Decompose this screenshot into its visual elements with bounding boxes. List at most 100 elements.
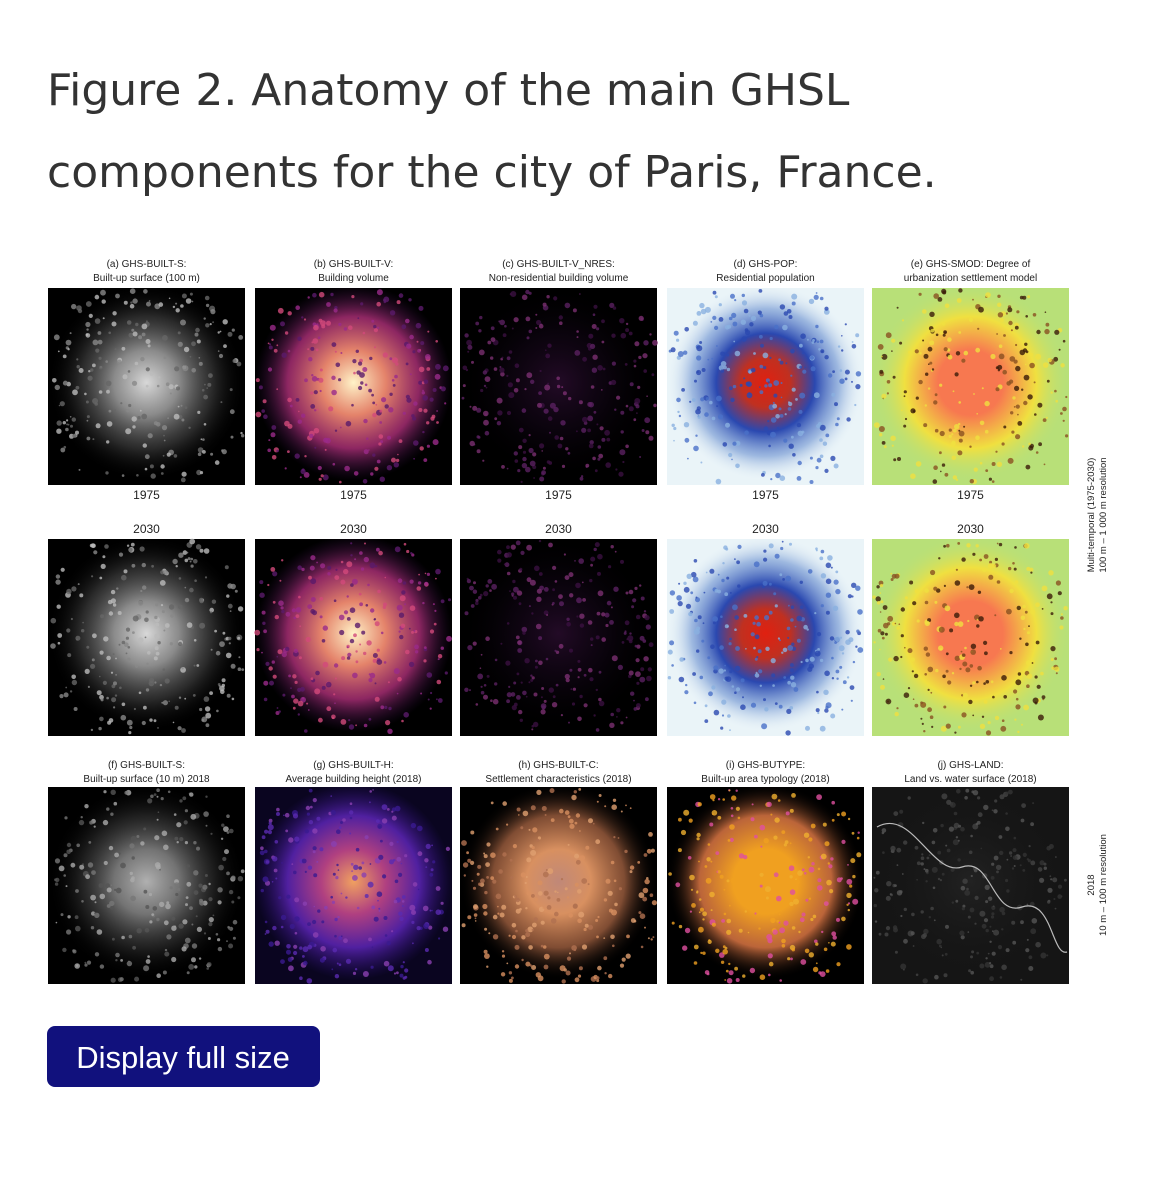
button-background[interactable] <box>47 1026 320 1087</box>
map-speckle <box>237 667 242 671</box>
map-speckle <box>776 426 779 429</box>
map-speckle <box>972 714 975 717</box>
map-speckle <box>69 332 72 335</box>
map-speckle <box>1030 609 1036 615</box>
map-speckle <box>702 918 705 921</box>
map-speckle <box>991 563 997 569</box>
map-speckle <box>776 895 782 902</box>
map-speckle <box>930 328 935 333</box>
map-speckle <box>622 460 625 464</box>
map-speckle <box>642 896 648 902</box>
map-speckle <box>163 844 169 851</box>
map-speckle <box>990 876 995 880</box>
map-speckle <box>1017 413 1019 416</box>
map-speckle <box>717 573 720 576</box>
map-speckle <box>158 302 164 307</box>
map-speckle <box>263 414 268 420</box>
map-speckle <box>815 549 818 552</box>
map-speckle <box>501 465 505 469</box>
map-speckle <box>85 321 91 328</box>
map-speckle <box>999 648 1002 650</box>
map-speckle <box>99 576 103 580</box>
map-speckle <box>721 699 727 705</box>
button-label[interactable]: Display full size <box>76 1040 290 1075</box>
map-speckle <box>949 628 954 633</box>
map-speckle <box>975 435 980 441</box>
map-speckle <box>898 623 901 625</box>
map-speckle <box>931 368 935 371</box>
map-speckle <box>951 672 955 675</box>
map-speckle <box>735 789 738 792</box>
map-speckle <box>483 419 489 426</box>
map-speckle <box>206 967 209 970</box>
map-speckle <box>376 659 383 665</box>
map-speckle <box>1050 612 1054 616</box>
map-speckle <box>378 550 383 556</box>
map-speckle <box>436 410 438 412</box>
map-speckle <box>960 650 963 653</box>
map-speckle <box>227 331 233 337</box>
map-speckle <box>540 944 544 948</box>
map-speckle <box>531 612 534 615</box>
map-speckle <box>642 639 647 643</box>
map-speckle <box>985 928 989 933</box>
map-speckle <box>445 846 450 852</box>
map-speckle <box>797 460 802 466</box>
map-speckle <box>990 915 995 919</box>
map-speckle <box>1062 419 1065 422</box>
map-speckle <box>384 705 388 710</box>
map-speckle <box>730 293 735 299</box>
map-speckle <box>548 687 554 693</box>
map-speckle <box>792 453 796 457</box>
map-speckle <box>812 339 815 342</box>
map-speckle <box>881 355 883 358</box>
map-speckle <box>1039 860 1045 866</box>
map-speckle <box>837 345 841 348</box>
map-speckle <box>957 621 964 627</box>
map-speckle <box>525 932 531 938</box>
map-speckle <box>971 950 975 954</box>
map-speckle <box>745 896 751 902</box>
map-speckle <box>638 355 642 360</box>
map-speckle <box>1015 697 1019 701</box>
map-speckle <box>506 467 509 470</box>
map-speckle <box>499 319 506 326</box>
map-speckle <box>418 380 423 385</box>
map-speckle <box>352 359 357 364</box>
map-speckle <box>667 676 672 680</box>
map-speckle <box>609 722 615 728</box>
display-full-size-button[interactable]: Display full size <box>47 1026 320 1087</box>
map-speckle <box>389 310 396 316</box>
map-speckle <box>346 561 353 568</box>
map-speckle <box>735 978 740 982</box>
map-speckle <box>709 794 716 800</box>
map-speckle <box>430 691 433 695</box>
map-speckle <box>202 438 205 441</box>
map-speckle <box>808 837 813 842</box>
map-speckle <box>558 643 564 649</box>
map-speckle <box>634 586 638 591</box>
map-speckle <box>747 931 750 934</box>
map-speckle <box>812 966 819 973</box>
map-speckle <box>1050 391 1053 394</box>
map-speckle <box>203 548 210 554</box>
map-speckle <box>316 816 321 821</box>
map-speckle <box>217 331 220 334</box>
map-speckle <box>422 905 429 912</box>
map-speckle <box>953 811 958 816</box>
map-speckle <box>787 680 791 685</box>
map-speckle <box>518 445 523 450</box>
map-speckle <box>983 682 986 685</box>
map-speckle <box>312 610 317 616</box>
map-speckle <box>478 596 482 600</box>
map-speckle <box>726 918 732 924</box>
map-speckle <box>99 716 104 722</box>
map-speckle <box>287 450 290 453</box>
map-speckle <box>925 372 929 376</box>
map-speckle <box>807 856 810 859</box>
map-speckle <box>339 480 342 484</box>
map-speckle <box>429 707 432 710</box>
map-speckle <box>578 558 584 564</box>
map-speckle <box>711 922 717 927</box>
